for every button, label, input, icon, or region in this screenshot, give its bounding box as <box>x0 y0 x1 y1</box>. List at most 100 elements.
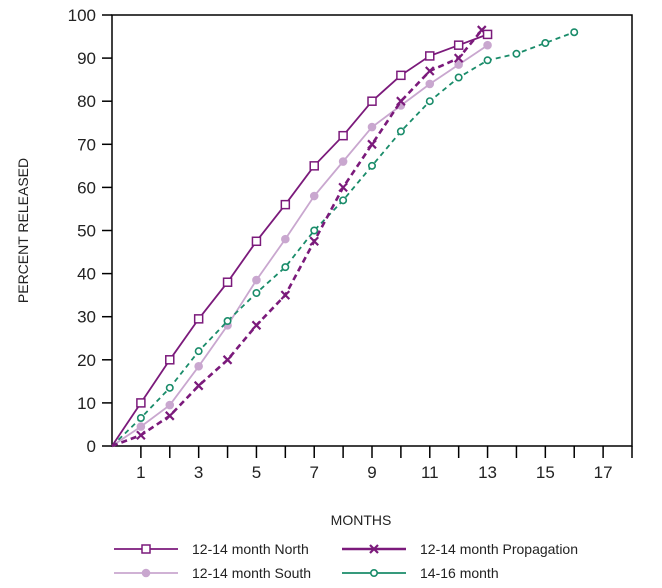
data-point <box>396 96 406 106</box>
data-point <box>252 275 261 285</box>
series-line <box>111 29 483 448</box>
data-point <box>164 411 175 421</box>
series-line <box>111 44 489 447</box>
data-point <box>338 157 348 166</box>
x-tick-label: 13 <box>478 463 497 482</box>
legend-marker <box>141 568 151 578</box>
data-point <box>425 79 435 89</box>
legend: 12-14 month North 12-14 month South 12-14 … <box>114 541 578 581</box>
data-point <box>424 66 435 76</box>
y-tick-label: 100 <box>68 6 96 25</box>
y-tick-label: 50 <box>77 222 96 241</box>
data-point <box>193 380 204 391</box>
series-line <box>111 33 488 447</box>
y-tick-label: 70 <box>77 135 96 154</box>
data-point <box>165 383 174 392</box>
x-tick-label: 11 <box>421 463 439 482</box>
x-tick-label: 3 <box>194 463 203 482</box>
data-point <box>453 53 464 63</box>
data-point <box>367 139 377 150</box>
legend-label: 12-14 month South <box>192 565 311 581</box>
series-14-16-month <box>111 28 579 447</box>
y-tick-label: 90 <box>77 49 96 68</box>
legend-item: 14-16 month <box>342 565 499 581</box>
x-tick-label: 1 <box>136 463 145 482</box>
data-point <box>482 29 493 40</box>
data-point <box>367 161 376 170</box>
data-point <box>223 317 232 326</box>
data-point <box>309 191 319 201</box>
y-tick-label: 80 <box>77 92 96 111</box>
series-12-14-month-south <box>111 40 492 447</box>
data-point <box>136 422 146 431</box>
y-tick-label: 60 <box>77 178 96 197</box>
series-line <box>111 31 575 447</box>
data-point <box>396 70 406 81</box>
data-point <box>454 73 463 82</box>
data-point <box>425 51 435 61</box>
data-point <box>165 400 175 410</box>
data-point <box>512 49 521 58</box>
legend-marker <box>369 568 378 577</box>
y-tick-label: 0 <box>87 437 96 456</box>
data-point <box>570 28 579 37</box>
x-tick-label: 9 <box>367 463 376 482</box>
x-axis-title: MONTHS <box>331 512 392 528</box>
legend-label: 14-16 month <box>420 565 499 581</box>
data-point <box>194 361 203 371</box>
x-tick-label: 15 <box>536 463 555 482</box>
data-point <box>338 182 348 193</box>
data-point <box>367 96 377 106</box>
legend-marker <box>141 544 151 554</box>
data-point <box>136 430 146 441</box>
data-point <box>136 413 145 422</box>
data-point <box>310 226 319 235</box>
data-point <box>165 355 175 365</box>
y-tick-label: 40 <box>77 265 96 284</box>
legend-marker <box>369 544 379 554</box>
data-point <box>280 199 291 210</box>
series-12-14-month-propagation <box>111 25 487 448</box>
data-point <box>483 56 492 65</box>
data-point <box>251 320 262 331</box>
data-point <box>454 60 463 69</box>
y-axis-title: PERCENT RELEASED <box>15 158 31 303</box>
legend-label: 12-14 month Propagation <box>420 541 578 557</box>
data-point <box>222 277 233 287</box>
data-point <box>222 355 233 365</box>
data-point <box>483 40 492 50</box>
data-point <box>309 236 320 247</box>
data-point <box>541 39 550 48</box>
legend-label: 12-14 month North <box>192 541 309 557</box>
data-point <box>136 398 146 408</box>
data-point <box>367 122 377 132</box>
y-tick-label: 20 <box>77 351 96 370</box>
data-point <box>453 40 464 50</box>
y-tick-label: 30 <box>77 308 96 327</box>
data-point <box>425 97 434 106</box>
data-point <box>194 347 203 356</box>
x-tick-label: 7 <box>309 463 318 482</box>
data-point <box>281 263 290 272</box>
legend-item: 12-14 month Propagation <box>342 541 578 557</box>
data-point <box>338 130 348 141</box>
x-tick-label: 5 <box>252 463 261 482</box>
data-point <box>251 236 262 247</box>
legend-item: 12-14 month North <box>114 541 309 557</box>
data-point <box>309 161 319 171</box>
data-point <box>281 234 290 244</box>
series-layer <box>111 25 579 448</box>
data-point <box>252 288 261 297</box>
plot-frame <box>111 14 633 447</box>
x-tick-label: 17 <box>594 463 613 482</box>
y-tick-label: 10 <box>77 394 96 413</box>
data-point <box>193 314 204 324</box>
data-point <box>396 127 405 136</box>
data-point <box>339 196 348 205</box>
data-point <box>280 290 291 300</box>
legend-item: 12-14 month South <box>114 565 311 581</box>
series-12-14-month-north <box>111 29 493 447</box>
